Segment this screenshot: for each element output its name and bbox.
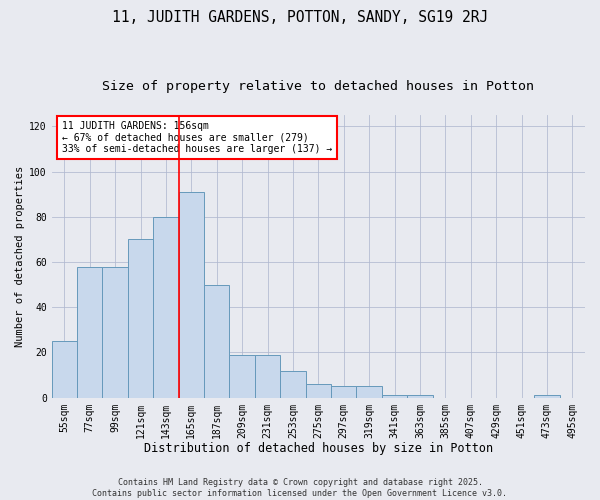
Bar	[534, 396, 560, 398]
Y-axis label: Number of detached properties: Number of detached properties	[15, 166, 25, 347]
Bar	[255, 354, 280, 398]
X-axis label: Distribution of detached houses by size in Potton: Distribution of detached houses by size …	[144, 442, 493, 455]
Bar	[229, 354, 255, 398]
Text: 11 JUDITH GARDENS: 156sqm
← 67% of detached houses are smaller (279)
33% of semi: 11 JUDITH GARDENS: 156sqm ← 67% of detac…	[62, 120, 332, 154]
Bar	[407, 396, 433, 398]
Bar	[103, 266, 128, 398]
Bar	[280, 370, 305, 398]
Bar	[204, 284, 229, 398]
Bar	[356, 386, 382, 398]
Text: 11, JUDITH GARDENS, POTTON, SANDY, SG19 2RJ: 11, JUDITH GARDENS, POTTON, SANDY, SG19 …	[112, 10, 488, 25]
Bar	[52, 341, 77, 398]
Title: Size of property relative to detached houses in Potton: Size of property relative to detached ho…	[103, 80, 535, 93]
Bar	[128, 240, 153, 398]
Bar	[305, 384, 331, 398]
Bar	[382, 396, 407, 398]
Text: Contains HM Land Registry data © Crown copyright and database right 2025.
Contai: Contains HM Land Registry data © Crown c…	[92, 478, 508, 498]
Bar	[77, 266, 103, 398]
Bar	[331, 386, 356, 398]
Bar	[153, 217, 179, 398]
Bar	[179, 192, 204, 398]
